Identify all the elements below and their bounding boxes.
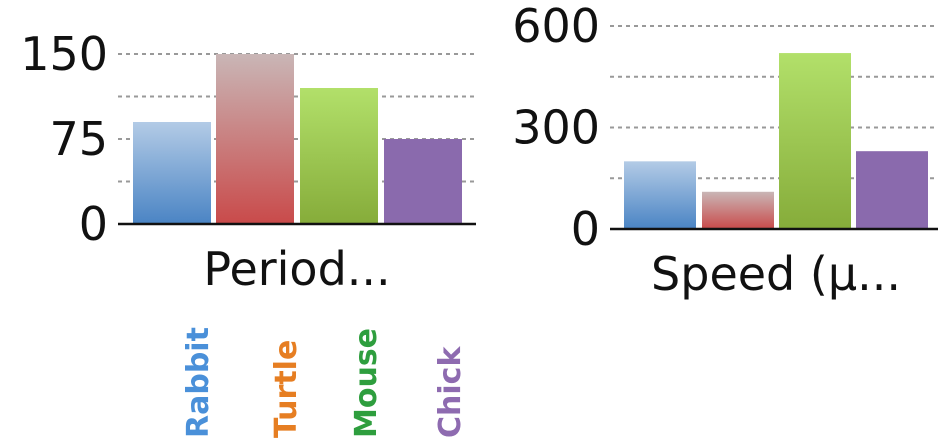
- y-tick-label: 75: [49, 112, 108, 166]
- panel-title: Period...: [203, 242, 390, 296]
- chart-panel-speed: 0 300 600 Speed (μ...: [512, 0, 938, 301]
- legend-label-mouse: Mouse: [349, 328, 384, 438]
- y-tick-label: 300: [512, 101, 600, 155]
- bar-turtle: [216, 54, 294, 224]
- bar-chick: [856, 151, 928, 229]
- legend-label-chick: Chick: [433, 346, 468, 438]
- y-tick-label: 0: [79, 197, 108, 251]
- panel-title: Speed (μ...: [651, 247, 901, 301]
- legend-label-turtle: Turtle: [269, 340, 304, 438]
- y-tick-label: 150: [20, 27, 108, 81]
- bar-rabbit: [133, 122, 211, 224]
- category-legend: Rabbit Turtle Mouse Chick: [181, 327, 468, 438]
- bar-mouse: [779, 53, 851, 229]
- y-tick-label: 600: [512, 0, 600, 53]
- bar-rabbit: [624, 161, 696, 229]
- chart-panel-period: 0 75 150 Period...: [20, 27, 476, 296]
- bar-mouse: [300, 88, 378, 224]
- bar-turtle: [702, 191, 774, 229]
- y-tick-label: 0: [571, 202, 600, 256]
- bar-chick: [384, 139, 462, 224]
- legend-label-rabbit: Rabbit: [181, 327, 216, 438]
